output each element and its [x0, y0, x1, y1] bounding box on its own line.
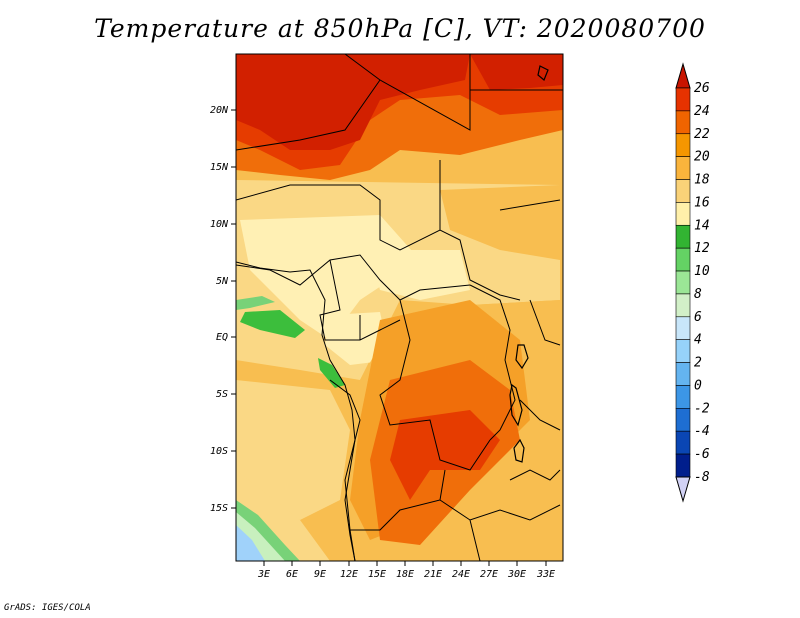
lat-ticks: 20N 15N 10N 5N EQ 5S 10S 15S [210, 105, 236, 514]
colorbar-bottom-arrow [675, 476, 691, 503]
colorbar-box [675, 202, 691, 226]
colorbar-label: 4 [694, 333, 702, 348]
field-24 [390, 410, 500, 500]
colorbar-label: -4 [694, 424, 710, 439]
colorbar-box [675, 293, 691, 318]
colorbar-box [675, 224, 691, 249]
colorbar-label: -8 [694, 470, 710, 485]
field-14a [240, 215, 420, 340]
lon-label: 6E [286, 569, 298, 580]
chart-title: Temperature at 850hPa [C], VT: 202008070… [94, 14, 706, 43]
lat-label: 20N [210, 105, 229, 116]
colorbar-box [675, 247, 691, 272]
field-12a [240, 310, 305, 338]
colorbar-box [675, 408, 691, 432]
colorbar-top-arrow [675, 62, 691, 89]
colorbar-box [675, 339, 691, 363]
colorbar-label: 8 [694, 287, 702, 302]
colorbar-box [675, 179, 691, 203]
field-12b [318, 358, 345, 388]
lon-label: 3E [257, 569, 270, 580]
lon-label: 21E [424, 569, 442, 580]
colorbar-label: 22 [694, 127, 710, 142]
lat-label: EQ [216, 332, 228, 343]
colorbar-box [675, 133, 691, 157]
lat-label: 15S [210, 503, 228, 514]
lat-label: 15N [210, 162, 229, 173]
lat-label: 10S [210, 446, 228, 457]
colorbar-box [675, 316, 691, 340]
lat-label: 5S [216, 389, 228, 400]
credit-text: GrADS: IGES/COLA [4, 603, 91, 613]
colorbar-label: 16 [694, 195, 710, 210]
colorbar-label: 10 [694, 264, 710, 279]
colorbar-label: 26 [694, 81, 710, 96]
lon-label: 15E [368, 569, 386, 580]
lat-label: 5N [216, 276, 229, 287]
colorbar-box [675, 156, 691, 180]
colorbar-label: 14 [694, 218, 710, 233]
lon-label: 24E [452, 569, 470, 580]
colorbar-box [675, 362, 691, 386]
field-26ne [470, 54, 563, 90]
colorbar-box [675, 87, 691, 112]
colorbar-label: 6 [694, 310, 702, 325]
field-26n [236, 54, 470, 150]
lakes [509, 65, 549, 463]
lon-label: 27E [480, 569, 498, 580]
colorbar-label: -2 [694, 401, 710, 416]
colorbar-label: 12 [694, 241, 710, 256]
colorbar-label: 18 [694, 173, 710, 188]
lon-ticks: 3E 6E 9E 12E 15E 18E 21E 24E 27E 30E 33E [257, 561, 555, 580]
field-16b [236, 380, 350, 520]
field-18a [440, 185, 560, 260]
colorbar-box [675, 453, 691, 478]
field-10b [236, 296, 275, 310]
temperature-field [236, 54, 563, 561]
colorbar-label: 24 [694, 104, 710, 119]
lon-label: 33E [536, 569, 555, 580]
colorbar-label: 20 [694, 150, 710, 165]
colorbar-box [675, 270, 691, 295]
lat-label: 10N [210, 219, 229, 230]
colorbar-box [675, 430, 691, 455]
map-frame [235, 53, 564, 562]
lon-label: 18E [396, 569, 414, 580]
colorbar-box [675, 385, 691, 409]
field-4 [236, 525, 265, 561]
colorbar-label: 0 [694, 378, 702, 393]
colorbar-box [675, 110, 691, 135]
colorbar-label: 2 [694, 356, 702, 371]
lon-label: 12E [340, 569, 358, 580]
colorbar-label: -6 [694, 447, 710, 462]
lon-label: 30E [507, 569, 526, 580]
coastline [236, 261, 356, 561]
country-borders [236, 54, 563, 561]
lon-label: 9E [314, 569, 326, 580]
